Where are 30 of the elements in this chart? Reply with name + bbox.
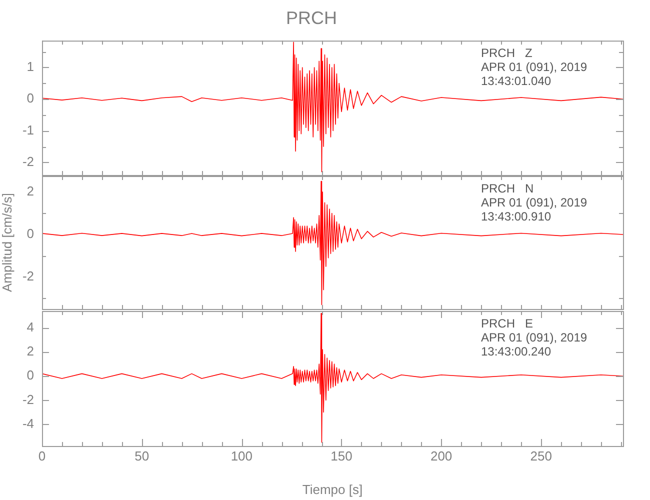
y-axis-title: Amplitud [cm/s/s] bbox=[0, 193, 14, 292]
y-tick-label: 0 bbox=[26, 368, 34, 383]
chart-title: PRCH bbox=[286, 8, 338, 28]
annotation: APR 01 (091), 2019 bbox=[481, 195, 588, 210]
annotation: PRCH E bbox=[481, 316, 534, 330]
annotation: PRCH N bbox=[481, 181, 534, 196]
y-tick-label: -2 bbox=[22, 268, 34, 284]
annotation: APR 01 (091), 2019 bbox=[481, 330, 588, 344]
y-tick-label: -4 bbox=[22, 416, 34, 431]
x-tick-label: 50 bbox=[134, 448, 150, 464]
annotation: 13:43:00.240 bbox=[481, 344, 552, 358]
y-tick-label: -1 bbox=[22, 122, 34, 138]
annotation: PRCH Z bbox=[481, 46, 532, 60]
x-tick-label: 100 bbox=[230, 448, 253, 464]
annotation: 13:43:00.910 bbox=[481, 209, 552, 224]
x-tick-label: 0 bbox=[38, 448, 46, 464]
x-tick-label: 250 bbox=[530, 448, 552, 464]
x-tick-label: 200 bbox=[430, 448, 452, 464]
x-tick-label: 150 bbox=[330, 448, 352, 464]
y-tick-label: -2 bbox=[22, 392, 34, 407]
y-tick-label: 0 bbox=[26, 90, 34, 106]
y-tick-label: 2 bbox=[26, 184, 34, 199]
annotation: 13:43:01.040 bbox=[481, 74, 552, 88]
y-tick-label: 4 bbox=[26, 319, 34, 334]
y-tick-label: 1 bbox=[26, 59, 34, 74]
y-tick-label: 2 bbox=[26, 344, 34, 359]
x-axis-title: Tiempo [s] bbox=[302, 482, 363, 497]
annotation: APR 01 (091), 2019 bbox=[481, 60, 588, 74]
y-tick-label: 0 bbox=[26, 226, 34, 242]
y-tick-label: -2 bbox=[22, 154, 34, 169]
